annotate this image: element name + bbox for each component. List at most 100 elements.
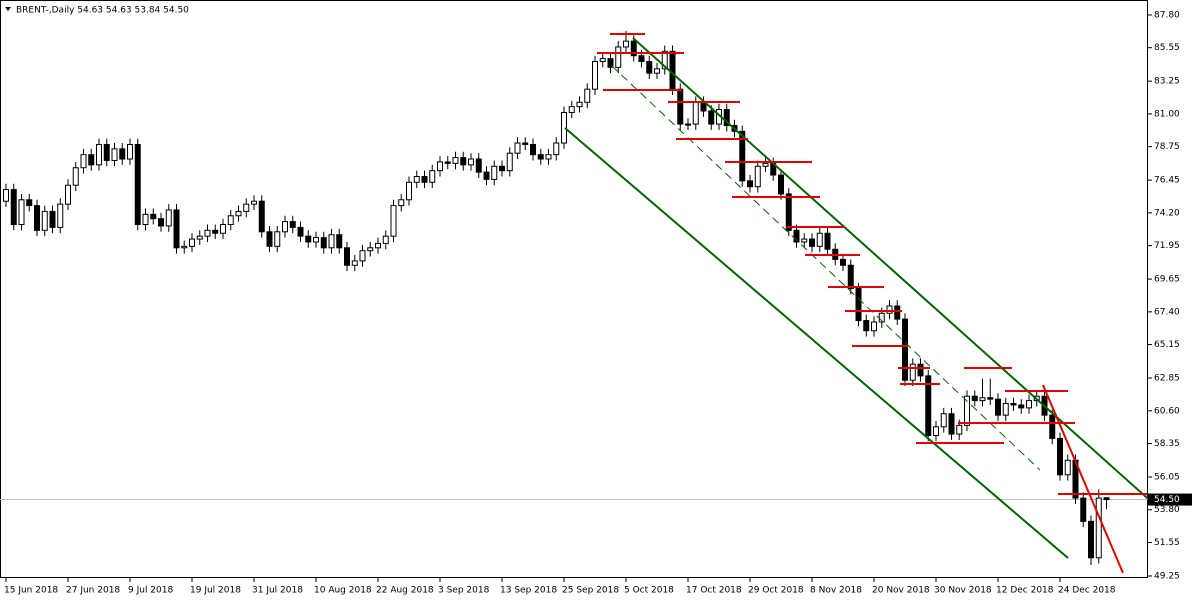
candle-body: [282, 221, 288, 233]
candle-body: [677, 88, 684, 125]
candle-body: [57, 203, 64, 228]
candle-body: [987, 397, 994, 400]
y-tick-label: 49.25: [1154, 571, 1180, 581]
candle-body: [313, 237, 319, 243]
candle-body: [956, 424, 963, 435]
y-tick-label: 69.65: [1154, 275, 1180, 285]
candle-body: [65, 184, 71, 205]
candle-body: [344, 247, 350, 266]
y-tick-label: 81.00: [1154, 109, 1180, 119]
candle-body: [1018, 404, 1025, 409]
candle-body: [739, 130, 746, 182]
x-tick-label: 15 Jun 2018: [4, 586, 58, 596]
x-tick-label: 17 Oct 2018: [686, 586, 742, 596]
candle-body: [940, 413, 947, 428]
candle-body: [220, 224, 226, 234]
x-tick-label: 3 Sep 2018: [438, 586, 490, 596]
candle-body: [119, 148, 126, 160]
y-tick-label: 71.95: [1154, 241, 1180, 251]
channel-line: [564, 127, 1069, 559]
candle-body: [1049, 414, 1056, 439]
x-tick-label: 22 Aug 2018: [376, 586, 434, 596]
candle-body: [429, 170, 436, 183]
candle-body: [367, 247, 374, 252]
candle-body: [204, 229, 211, 237]
candle-body: [460, 157, 467, 166]
candle-body: [274, 231, 281, 247]
candle-body: [514, 142, 521, 154]
candle-body: [266, 231, 273, 247]
last-price-label: 54.50: [1154, 495, 1180, 505]
candle-body: [134, 143, 141, 226]
candle-body: [948, 413, 955, 435]
candle-body: [925, 375, 932, 437]
candle-body: [909, 363, 916, 381]
candle-body: [863, 320, 870, 332]
candle-body: [801, 238, 808, 243]
y-tick-label: 65.15: [1154, 340, 1180, 350]
candle-body: [840, 258, 846, 266]
x-tick-label: 10 Aug 2018: [314, 586, 372, 596]
x-tick-label: 29 Oct 2018: [748, 586, 804, 596]
candle-body: [150, 213, 157, 220]
y-tick-label: 83.25: [1154, 77, 1180, 87]
annotations: [564, 33, 1156, 574]
plot-frame: [0, 0, 1148, 578]
x-tick-label: 19 Jul 2018: [190, 586, 241, 596]
candle-body: [251, 200, 257, 205]
candle-body: [692, 101, 699, 125]
candle-body: [708, 110, 715, 125]
y-tick-label: 60.60: [1154, 406, 1180, 416]
candle-body: [506, 152, 513, 172]
y-tick-label: 87.80: [1154, 10, 1180, 20]
candle-body: [437, 161, 443, 172]
candle-body: [669, 50, 676, 90]
candle-body: [886, 305, 893, 314]
candle-body: [235, 210, 242, 217]
candle-body: [847, 264, 854, 290]
candle-body: [747, 180, 753, 188]
candle-body: [212, 229, 219, 234]
last-price-box: [1148, 493, 1192, 506]
candle-body: [545, 154, 552, 160]
candle-body: [1064, 459, 1071, 476]
candle-body: [646, 61, 653, 74]
candle-body: [390, 205, 397, 237]
y-tick-label: 53.80: [1154, 505, 1180, 515]
candle-body: [902, 318, 908, 381]
candle-body: [351, 260, 358, 266]
candle-body: [196, 235, 203, 240]
candle-body: [96, 143, 102, 166]
candle-body: [142, 213, 149, 226]
x-tick-label: 12 Dec 2018: [996, 586, 1054, 596]
candle-body: [995, 398, 1001, 416]
candle-body: [189, 238, 195, 247]
candle-body: [1026, 400, 1032, 409]
candle-body: [258, 200, 265, 233]
candle-body: [158, 218, 164, 227]
candle-body: [483, 171, 490, 180]
y-tick-label: 78.75: [1154, 142, 1180, 152]
candle-body: [398, 199, 405, 207]
candle-body: [421, 175, 428, 183]
candle-body: [26, 199, 33, 207]
candle-body: [785, 193, 792, 231]
candle-body: [661, 50, 668, 70]
candle-body: [127, 143, 133, 160]
candle-body: [336, 234, 343, 249]
x-tick-label: 5 Oct 2018: [624, 586, 674, 596]
candle-body: [576, 101, 583, 108]
candle-body: [491, 165, 498, 180]
candle-body: [499, 165, 505, 172]
candle-body: [584, 88, 591, 103]
candle-body: [809, 238, 815, 247]
candle-body: [72, 167, 79, 186]
candle-body: [537, 154, 544, 160]
candle-body: [971, 395, 978, 402]
y-tick-label: 51.55: [1154, 538, 1180, 548]
candle-body: [227, 215, 234, 226]
x-tick-label: 27 Jun 2018: [66, 586, 120, 596]
candle-body: [816, 232, 823, 247]
candle-body: [41, 210, 48, 231]
candle-body: [382, 235, 389, 244]
